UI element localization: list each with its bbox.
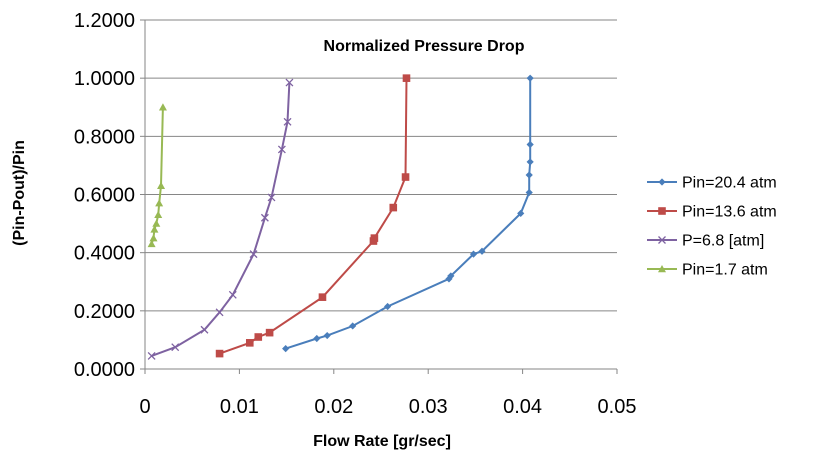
legend-marker xyxy=(658,178,666,186)
data-point xyxy=(318,293,327,301)
series-layer xyxy=(147,74,534,360)
legend-item: Pin=13.6 atm xyxy=(647,204,777,221)
data-point xyxy=(282,345,290,353)
legend-label: Pin=1.7 atm xyxy=(682,262,768,279)
data-point xyxy=(157,181,166,189)
y-tick-label: 0.0000 xyxy=(74,359,135,381)
data-point xyxy=(254,333,263,341)
legend-marker xyxy=(658,236,666,244)
series-line xyxy=(219,78,408,355)
series-line xyxy=(285,78,532,350)
data-point xyxy=(155,199,164,207)
x-tick-labels: 0 0.01 0.02 0.03 0.04 0.05 xyxy=(139,396,636,418)
data-point xyxy=(384,302,392,311)
legend-label: P=6.8 [atm] xyxy=(682,233,764,250)
legend-marker xyxy=(658,265,666,273)
legend: Pin=20.4 atm Pin=13.6 atm P=6.8 [atm] Pin=1… xyxy=(647,175,777,279)
data-point xyxy=(283,117,292,126)
data-point xyxy=(525,171,533,179)
data-point xyxy=(447,272,455,280)
legend-marker xyxy=(658,207,666,215)
data-point xyxy=(152,219,161,227)
data-point xyxy=(526,74,534,82)
data-point xyxy=(149,234,158,242)
x-tick-label: 0 xyxy=(139,396,150,418)
y-tick-label: 0.8000 xyxy=(74,126,135,148)
x-tick-label: 0.04 xyxy=(503,396,542,418)
data-point xyxy=(526,140,534,149)
data-point xyxy=(215,349,224,358)
data-point xyxy=(147,351,156,360)
legend-item: Pin=20.4 atm xyxy=(647,175,777,192)
data-point xyxy=(171,343,180,352)
data-point xyxy=(370,234,379,242)
y-tick-label: 0.2000 xyxy=(74,301,135,323)
chart-title: Normalized Pressure Drop xyxy=(324,38,525,55)
axes xyxy=(140,19,618,374)
data-point xyxy=(285,78,294,87)
series-group xyxy=(147,103,167,248)
data-point xyxy=(517,209,525,218)
legend-label: Pin=20.4 atm xyxy=(682,175,777,192)
y-tick-label: 0.4000 xyxy=(74,243,135,265)
data-point xyxy=(323,331,331,340)
data-point xyxy=(147,239,156,248)
series-line xyxy=(151,82,291,357)
data-point xyxy=(526,158,534,166)
data-point xyxy=(228,290,237,299)
data-point xyxy=(313,334,321,343)
data-point xyxy=(215,308,224,317)
legend-item: P=6.8 [atm] xyxy=(647,233,764,250)
x-tick-label: 0.02 xyxy=(314,396,353,418)
data-point xyxy=(154,210,163,219)
series-group xyxy=(215,74,411,358)
x-axis-title: Flow Rate [gr/sec] xyxy=(313,433,451,450)
x-tick-label: 0.05 xyxy=(598,396,637,418)
data-point xyxy=(265,328,274,337)
data-point xyxy=(158,103,167,111)
data-point xyxy=(402,74,411,82)
data-point xyxy=(401,173,410,181)
data-point xyxy=(267,193,276,202)
x-tick-label: 0.03 xyxy=(409,396,448,418)
legend-item: Pin=1.7 atm xyxy=(647,262,768,279)
y-tick-label: 0.6000 xyxy=(74,185,135,207)
data-point xyxy=(249,250,258,259)
data-point xyxy=(478,247,486,255)
y-tick-label: 1.0000 xyxy=(74,68,135,90)
data-point xyxy=(389,203,398,212)
y-axis-title: (Pin-Pout)/Pin xyxy=(11,140,28,246)
y-tick-labels: 0.0000 0.2000 0.4000 0.6000 0.8000 1.0000 1.20… xyxy=(74,10,135,381)
x-tick-label: 0.01 xyxy=(220,396,259,418)
data-point xyxy=(469,250,478,258)
data-point xyxy=(349,322,357,330)
data-point xyxy=(277,145,286,154)
data-point xyxy=(150,225,159,233)
series-group xyxy=(147,78,294,360)
gridlines xyxy=(145,19,617,312)
data-point xyxy=(525,188,533,197)
y-tick-label: 1.2000 xyxy=(74,10,135,32)
data-point xyxy=(260,213,269,222)
data-point xyxy=(200,325,209,334)
legend-label: Pin=13.6 atm xyxy=(682,204,777,221)
series-group xyxy=(282,74,534,353)
data-point xyxy=(245,339,254,347)
